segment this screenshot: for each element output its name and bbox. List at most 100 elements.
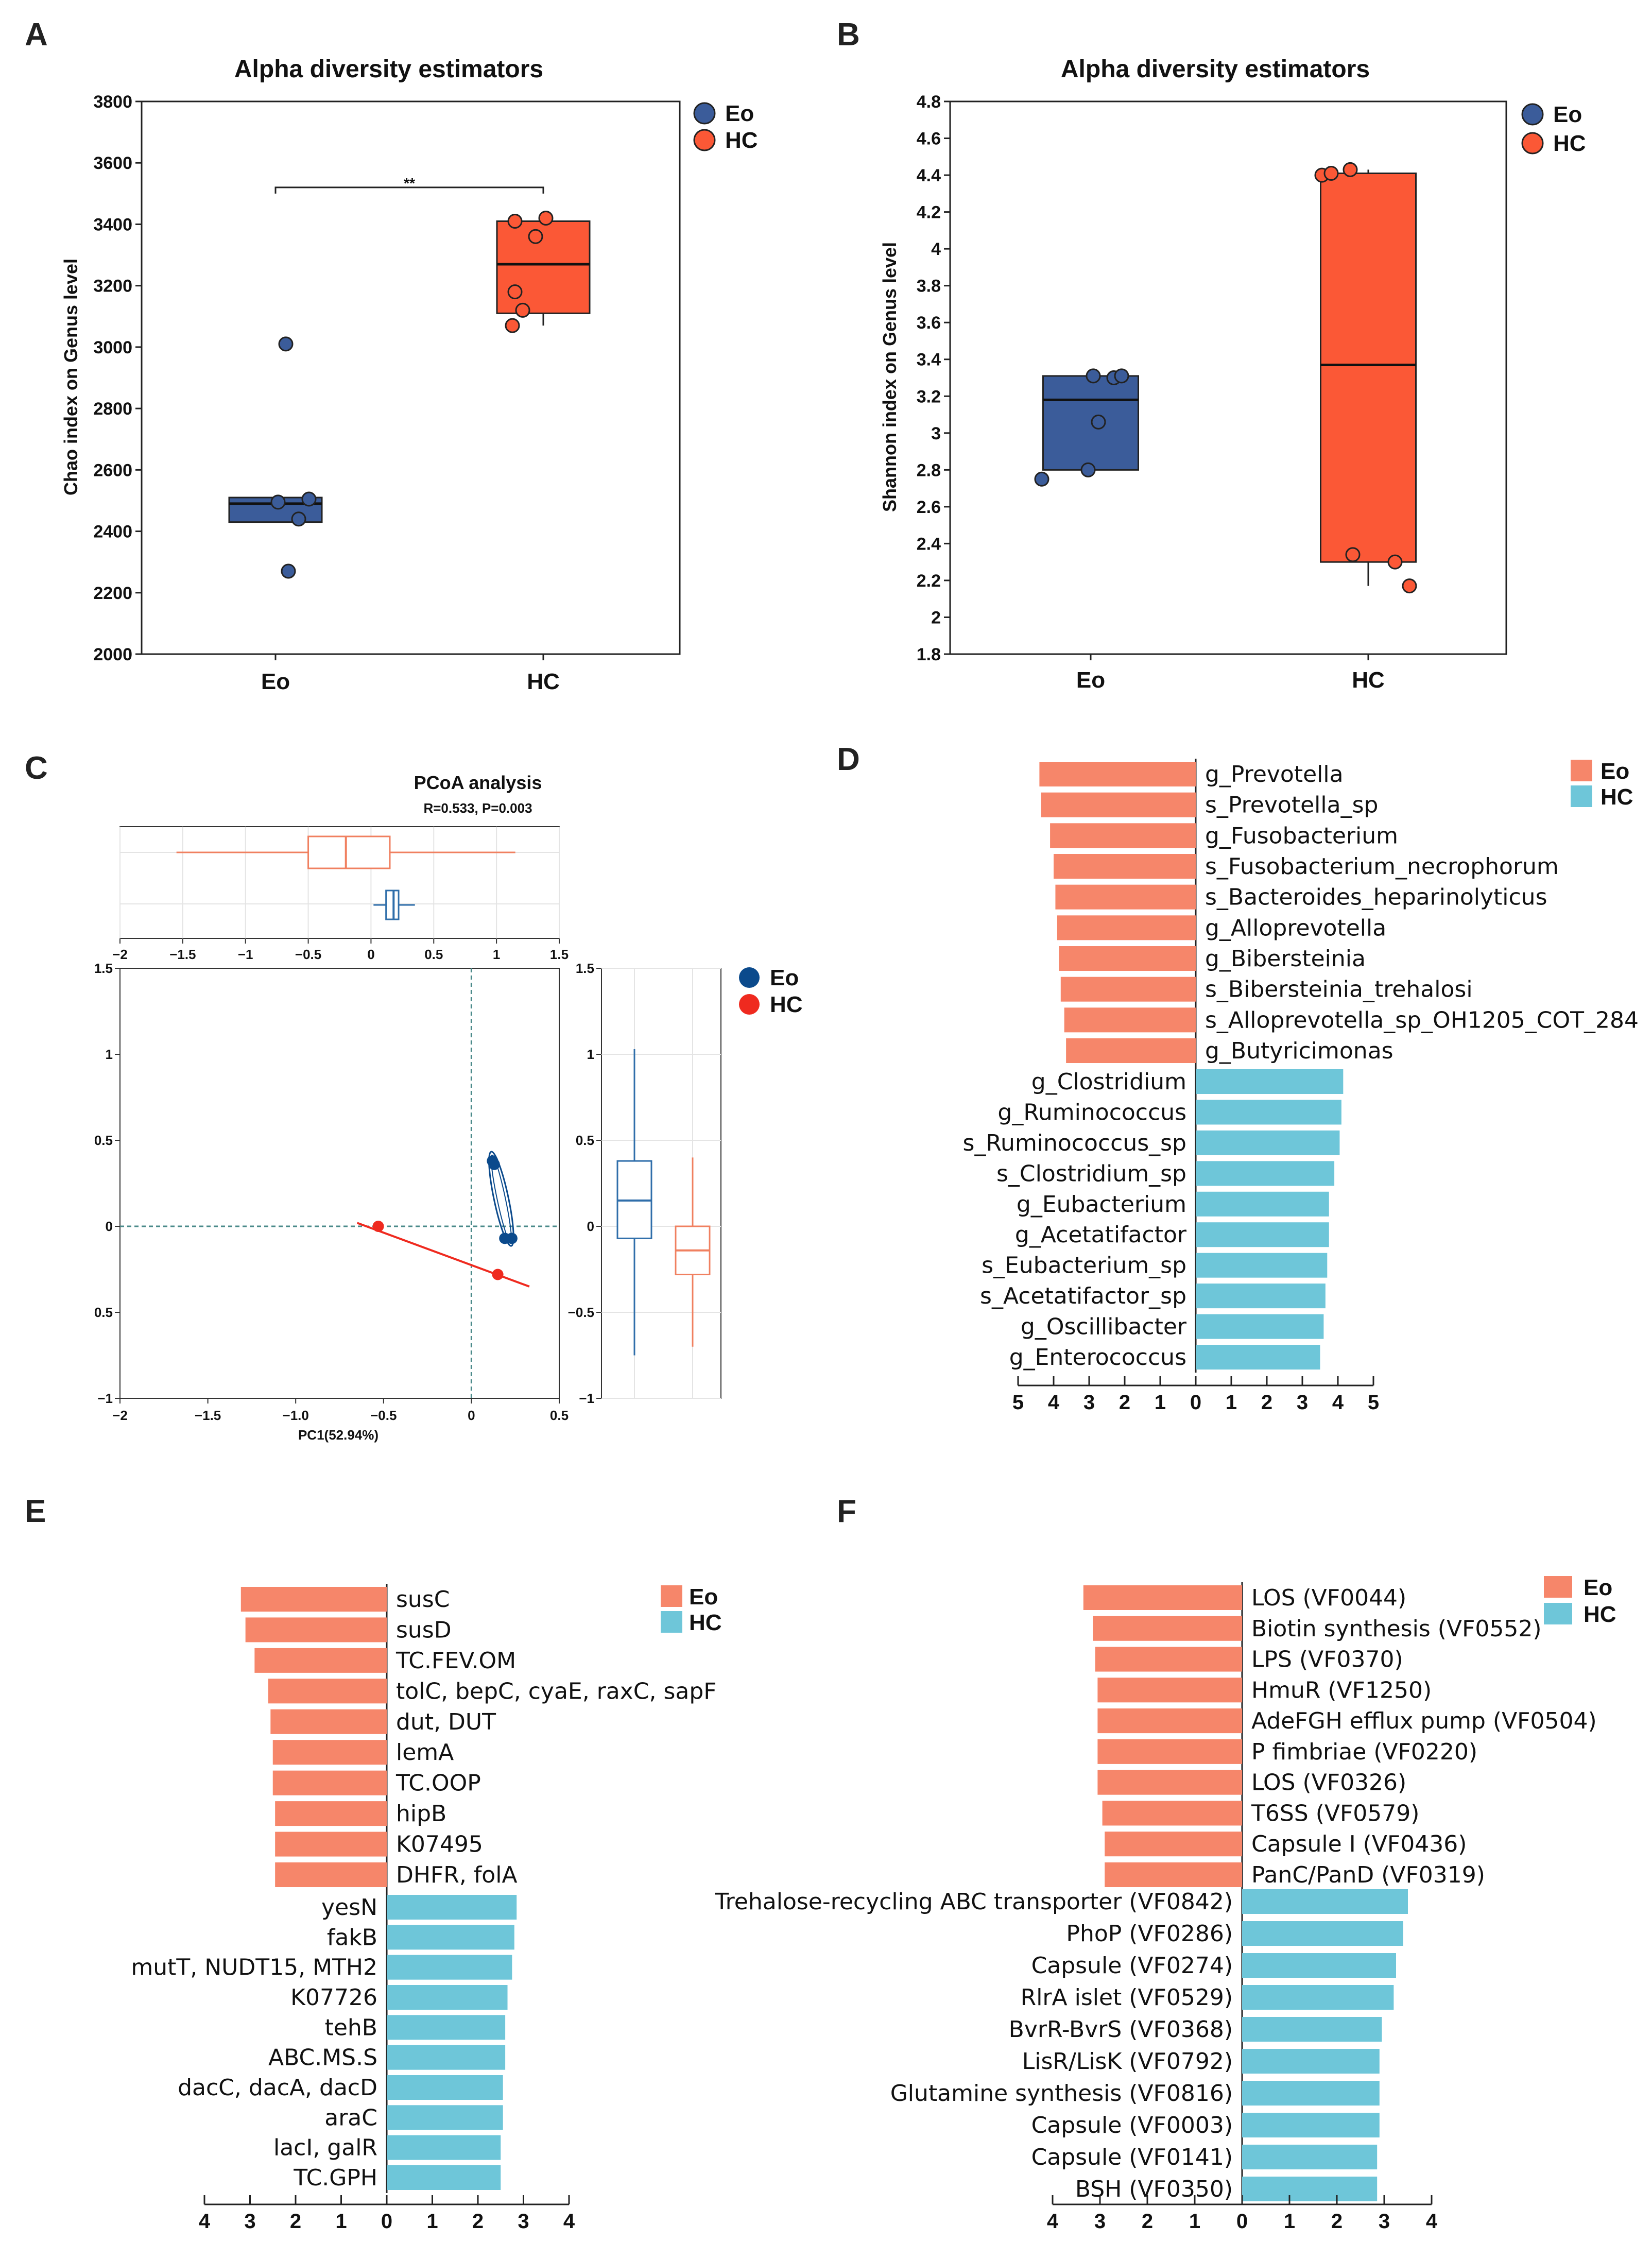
bar-eo	[1050, 823, 1196, 848]
bar-eo	[1060, 977, 1196, 1002]
bar-eo	[1093, 1616, 1242, 1641]
y-tick-label: 0	[106, 1219, 113, 1234]
x-tick-label: −0.5	[370, 1408, 397, 1423]
box-hc	[1320, 172, 1417, 563]
bar-hc	[387, 1985, 508, 2010]
legend-eo-marker	[1521, 103, 1544, 126]
right-tick-label: −0.5	[568, 1305, 594, 1320]
bar-eo	[272, 1740, 387, 1765]
bar-eo	[1083, 1585, 1242, 1610]
legend-hc-marker	[739, 994, 760, 1015]
bar-x-tick-label: 1	[426, 2210, 438, 2233]
y-tick-label: 3000	[93, 338, 132, 357]
data-point-eo	[1091, 414, 1106, 430]
top-box-eo	[385, 889, 400, 920]
bar-x-tick-label: 5	[1012, 1391, 1024, 1414]
bar-label-hc: K07726	[290, 1984, 377, 2011]
bar-x-tick-label: 4	[1048, 1391, 1060, 1414]
right-tick-label: 0	[587, 1219, 594, 1234]
box-eo	[1042, 375, 1139, 471]
bar-x-tick-label: 1	[1284, 2210, 1295, 2233]
panel-label-a: A	[25, 17, 48, 53]
bar-label-eo: AdeFGH efflux pump (VF0504)	[1251, 1708, 1597, 1734]
chart-a-xcat-eo: Eo	[261, 669, 290, 694]
panel-label-d: D	[837, 742, 860, 777]
bar-label-hc: g_Enterococcus	[1009, 1344, 1186, 1371]
legend-hc-label: HC	[1553, 131, 1586, 156]
chart-c-subtitle: R=0.533, P=0.003	[423, 800, 532, 816]
bar-label-eo: g_Prevotella	[1205, 761, 1344, 788]
bar-label-eo: K07495	[396, 1832, 483, 1858]
bar-label-hc: BvrR-BvrS (VF0368)	[1009, 2016, 1233, 2043]
y-tick-label: 3.2	[917, 387, 941, 406]
bar-label-eo: TC.FEV.OM	[395, 1648, 516, 1674]
y-tick-label: 3.4	[917, 350, 941, 370]
legend-eo-swatch	[1544, 1576, 1572, 1598]
bar-hc	[387, 2075, 503, 2100]
legend-eo-label: Eo	[1553, 102, 1582, 127]
bar-x-tick-label: 1	[335, 2210, 347, 2233]
y-tick-label: 2.4	[917, 534, 941, 554]
data-point-hc	[507, 213, 523, 229]
top-tick-label: 0.5	[424, 947, 443, 962]
bar-eo	[272, 1770, 387, 1795]
bar-label-hc: Glutamine synthesis (VF0816)	[890, 2080, 1233, 2107]
bar-eo	[275, 1832, 387, 1857]
x-tick-label: −2	[112, 1408, 128, 1423]
bar-eo	[275, 1862, 387, 1887]
bar-label-hc: TC.GPH	[293, 2165, 377, 2191]
chart-b-shannon-index: Alpha diversity estimators Shannon index…	[879, 56, 1586, 693]
bar-label-hc: s_Ruminococcus_sp	[963, 1130, 1186, 1156]
bar-hc	[1196, 1130, 1340, 1155]
bar-eo	[240, 1587, 387, 1612]
data-point-hc	[505, 318, 520, 333]
bar-x-tick-label: 4	[1047, 2210, 1059, 2233]
y-tick-label: 1	[106, 1047, 113, 1062]
data-point-hc	[1323, 165, 1339, 181]
bar-label-hc: mutT, NUDT15, MTH2	[131, 1955, 377, 1981]
bar-hc	[1196, 1222, 1329, 1247]
chart-b-xcat-eo: Eo	[1076, 668, 1105, 693]
y-tick-label: 2800	[93, 399, 132, 419]
bar-hc	[1196, 1283, 1326, 1309]
legend-eo-swatch	[1571, 760, 1592, 781]
chart-e-legend: Eo HC	[661, 1584, 722, 1635]
chart-a-legend: Eo HC	[693, 101, 758, 153]
plot-frame	[141, 100, 681, 655]
legend-hc-swatch	[661, 1611, 682, 1633]
bar-eo	[1105, 1832, 1242, 1857]
bar-label-hc: BSH (VF0350)	[1075, 2176, 1233, 2202]
data-point-hc	[507, 284, 523, 300]
bar-label-eo: s_Fusobacterium_necrophorum	[1205, 853, 1559, 880]
chart-a-title: Alpha diversity estimators	[234, 56, 543, 83]
bar-x-tick-label: 4	[199, 2210, 211, 2233]
bar-hc	[1242, 2177, 1378, 2201]
right-tick-label: −1	[579, 1391, 594, 1406]
bar-x-tick-label: 1	[1155, 1391, 1166, 1414]
legend-eo-label: Eo	[770, 965, 799, 990]
y-tick-label: 2	[931, 608, 941, 627]
y-tick-label: 1.5	[94, 961, 113, 976]
bar-label-hc: g_Oscillibacter	[1021, 1314, 1187, 1340]
bar-label-eo: Capsule I (VF0436)	[1251, 1831, 1467, 1857]
bar-eo	[1064, 1007, 1196, 1033]
bar-label-eo: s_Alloprevotella_sp_OH1205_COT_284	[1205, 1007, 1639, 1033]
bar-label-eo: LPS (VF0370)	[1251, 1647, 1403, 1673]
bar-label-eo: DHFR, folA	[396, 1862, 518, 1888]
plot-frame	[949, 100, 1507, 655]
legend-hc-label: HC	[770, 992, 803, 1017]
data-point-eo	[1086, 368, 1101, 384]
bar-label-hc: Capsule (VF0141)	[1031, 2144, 1233, 2170]
chart-c-pcoa: PCoA analysis R=0.533, P=0.003 PC1(52.94…	[94, 772, 803, 1443]
bar-hc	[387, 1925, 514, 1950]
y-tick-label: 1.8	[917, 645, 941, 664]
bar-eo	[1097, 1770, 1242, 1795]
bar-eo	[1097, 1739, 1242, 1764]
bar-hc	[387, 1955, 512, 1980]
legend-eo-label: Eo	[689, 1584, 718, 1610]
chart-a-xcat-hc: HC	[527, 669, 560, 694]
legend-hc-marker	[1521, 132, 1544, 155]
bar-x-tick-label: 3	[244, 2210, 255, 2233]
panel-label-c: C	[25, 750, 48, 786]
